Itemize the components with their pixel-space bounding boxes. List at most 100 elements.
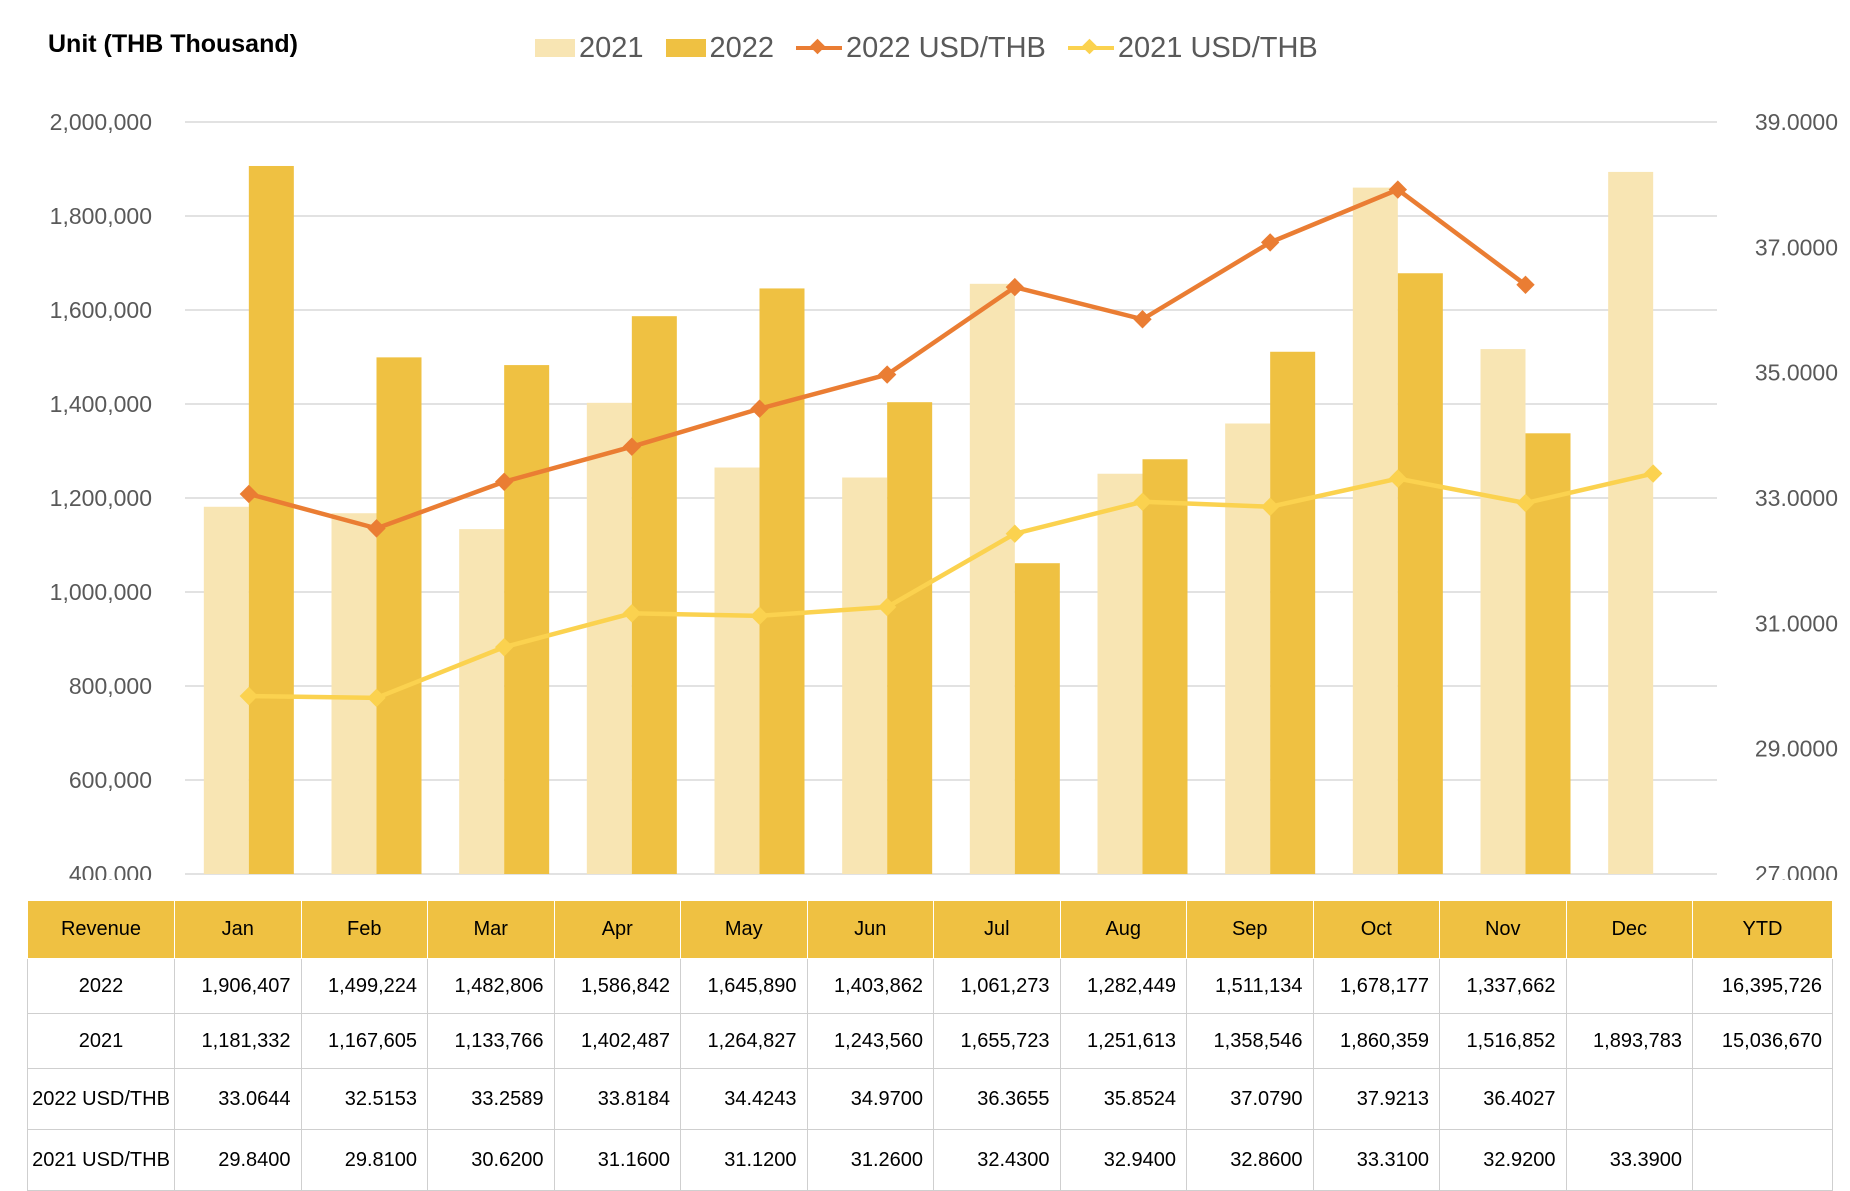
table-cell: 36.4027 bbox=[1439, 1068, 1567, 1130]
table-cell: 1,645,890 bbox=[680, 958, 808, 1014]
table-cell: 36.3655 bbox=[933, 1068, 1061, 1130]
table-cell: 1,511,134 bbox=[1186, 958, 1314, 1014]
bar-2021 bbox=[203, 506, 249, 874]
y-right-tick-label: 27.0000 bbox=[1755, 861, 1838, 880]
usd-thb-2022-point bbox=[877, 365, 897, 384]
bar-2021 bbox=[1225, 423, 1271, 874]
table-row-label: 2021 USD/THB bbox=[27, 1129, 175, 1191]
table-cell: 29.8400 bbox=[174, 1129, 302, 1191]
usd-thb-2022-point bbox=[367, 519, 386, 538]
bar-2021 bbox=[1480, 349, 1526, 874]
usd-thb-2021-point bbox=[367, 688, 386, 708]
table-cell: 1,061,273 bbox=[933, 958, 1061, 1014]
usd-thb-2022-point bbox=[1516, 275, 1535, 294]
table-header-cell: Nov bbox=[1439, 900, 1567, 959]
revenue-table: Revenue Jan Feb Mar Apr May Jun Jul Aug Sep Oct Nov… bbox=[27, 900, 1833, 1191]
table-cell: 15,036,670 bbox=[1692, 1013, 1833, 1069]
table-cell: 1,678,177 bbox=[1312, 958, 1440, 1014]
table-cell: 1,893,783 bbox=[1565, 1013, 1693, 1069]
table-header-cell: Mar bbox=[427, 900, 555, 959]
usd-thb-2021-point bbox=[1005, 524, 1025, 543]
legend-item-2021: 2021 bbox=[535, 32, 644, 65]
legend-label-2021: 2021 bbox=[579, 31, 644, 64]
bar-2021 bbox=[586, 402, 632, 874]
bar-2021 bbox=[969, 283, 1015, 874]
table-header-cell: YTD bbox=[1692, 900, 1833, 959]
usd-thb-2022-point bbox=[494, 472, 514, 491]
usd-thb-2021-point bbox=[1388, 469, 1408, 488]
legend-line-2021-usd-thb bbox=[1067, 38, 1114, 58]
y-left-tick-label: 1,800,000 bbox=[50, 203, 152, 229]
table-cell: 33.3100 bbox=[1312, 1129, 1440, 1191]
table-cell: 1,403,862 bbox=[806, 958, 934, 1014]
bar-2022 bbox=[887, 402, 933, 874]
table-cell: 37.0790 bbox=[1186, 1068, 1314, 1130]
table-cell: 1,499,224 bbox=[300, 958, 428, 1014]
usd-thb-2021-line bbox=[248, 471, 1654, 701]
table-header-cell: Revenue bbox=[27, 900, 175, 959]
usd-thb-2021-point bbox=[877, 597, 897, 617]
table-cell: 1,860,359 bbox=[1312, 1013, 1440, 1069]
usd-thb-2022-point bbox=[750, 399, 769, 418]
bar-2022 bbox=[1525, 433, 1571, 874]
y-right-tick-label: 31.0000 bbox=[1755, 610, 1838, 636]
table-row: 2021 USD/THB 29.8400 29.8100 30.6200 31.1600… bbox=[27, 1129, 1833, 1191]
table-cell: 1,358,546 bbox=[1186, 1013, 1314, 1069]
table-cell: 1,282,449 bbox=[1059, 958, 1187, 1014]
legend-label-2021-usd-thb: 2021 USD/THB bbox=[1117, 31, 1318, 64]
usd-thb-2021-point bbox=[494, 637, 514, 657]
bar-2022 bbox=[759, 288, 805, 874]
table-header-cell: Jun bbox=[806, 900, 934, 959]
table-cell bbox=[1692, 1068, 1833, 1130]
bar-2021 bbox=[1608, 171, 1654, 874]
table-cell: 35.8524 bbox=[1059, 1068, 1187, 1130]
table-cell: 1,482,806 bbox=[427, 958, 555, 1014]
y-left-tick-label: 400,000 bbox=[69, 861, 152, 880]
legend-item-2022-usd-thb: 2022 USD/THB bbox=[796, 32, 1046, 65]
table-row-label: 2022 bbox=[27, 958, 175, 1014]
table-header-cell: Jan bbox=[174, 900, 302, 959]
table-cell bbox=[1565, 958, 1693, 1014]
y-right-tick-label: 39.0000 bbox=[1755, 109, 1838, 135]
table-cell: 1,133,766 bbox=[427, 1013, 555, 1069]
usd-thb-2021-point bbox=[239, 686, 259, 706]
table-row: 2022 1,906,407 1,499,224 1,482,806 1,586,842… bbox=[27, 958, 1833, 1014]
table-row-label: 2021 bbox=[27, 1013, 175, 1069]
y-left-tick-label: 2,000,000 bbox=[50, 109, 152, 135]
table-header-cell: Dec bbox=[1565, 900, 1693, 959]
usd-thb-2021-point bbox=[750, 606, 769, 626]
bar-2021 bbox=[459, 529, 505, 874]
bar-2021 bbox=[714, 467, 760, 874]
table-cell: 32.9400 bbox=[1059, 1129, 1187, 1191]
table-header-cell: Apr bbox=[553, 900, 681, 959]
table-cell: 32.4300 bbox=[933, 1129, 1061, 1191]
table-cell: 31.1600 bbox=[553, 1129, 681, 1191]
y-right-tick-label: 35.0000 bbox=[1755, 360, 1838, 386]
usd-thb-2022-point bbox=[1388, 180, 1408, 199]
table-cell: 33.0644 bbox=[174, 1068, 302, 1130]
bar-2022 bbox=[248, 165, 294, 874]
y-right-tick-label: 37.0000 bbox=[1755, 234, 1838, 260]
table-cell: 33.2589 bbox=[427, 1068, 555, 1130]
table-row-label: 2022 USD/THB bbox=[27, 1068, 175, 1130]
chart-legend: 2021 2022 2022 USD/THB 2021 USD/THB bbox=[535, 30, 1340, 66]
bar-2022 bbox=[1014, 563, 1060, 874]
bar-2022 bbox=[1142, 459, 1188, 874]
bar-2021 bbox=[1352, 187, 1398, 874]
table-row: 2021 1,181,332 1,167,605 1,133,766 1,402,487… bbox=[27, 1013, 1833, 1069]
y-left-tick-label: 1,400,000 bbox=[50, 391, 152, 417]
table-header-cell: Jul bbox=[933, 900, 1061, 959]
table-cell: 1,243,560 bbox=[806, 1013, 934, 1069]
table-cell: 16,395,726 bbox=[1692, 958, 1833, 1014]
bar-2022 bbox=[1397, 273, 1443, 874]
table-cell: 1,181,332 bbox=[174, 1013, 302, 1069]
usd-thb-2021-point bbox=[1643, 464, 1663, 483]
unit-label: Unit (THB Thousand) bbox=[48, 30, 298, 58]
table-cell: 1,264,827 bbox=[680, 1013, 808, 1069]
legend-line-2022-usd-thb bbox=[796, 38, 843, 58]
bar-2021 bbox=[331, 513, 377, 874]
bar-2022 bbox=[376, 357, 422, 874]
y-left-tick-label: 1,600,000 bbox=[50, 297, 152, 323]
table-cell: 1,251,613 bbox=[1059, 1013, 1187, 1069]
table-cell: 1,337,662 bbox=[1439, 958, 1567, 1014]
